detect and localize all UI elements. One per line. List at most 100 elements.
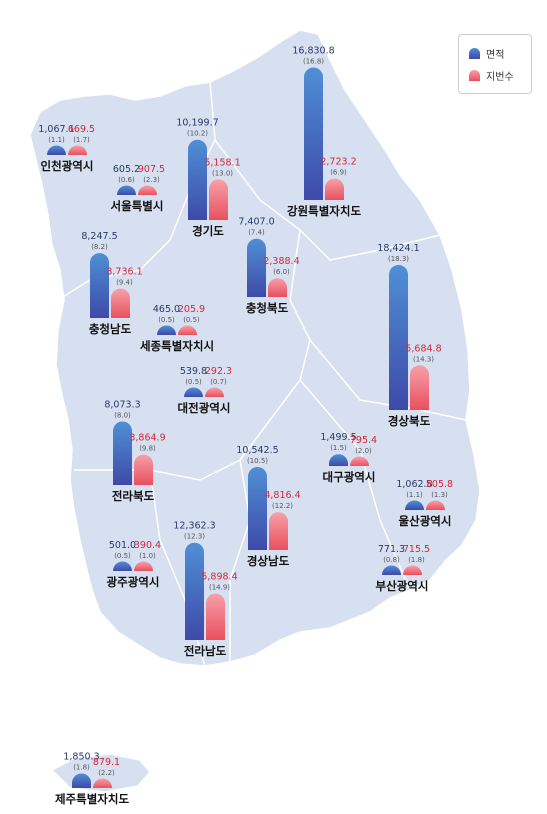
label-parcels-share-12: (1.3) xyxy=(431,491,448,499)
legend-parcels-label: 지번수 xyxy=(486,71,514,83)
category-label-7: 세종특별자치시 xyxy=(140,339,214,353)
label-area-share-13: (0.5) xyxy=(114,552,131,560)
bar-area-3 xyxy=(304,67,323,200)
label-area-share-9: (8.0) xyxy=(114,411,131,419)
label-parcels-value-3: 2,723.2 xyxy=(320,157,356,168)
label-parcels-value-2: 5,158.1 xyxy=(204,157,240,168)
label-parcels-share-5: (6.0) xyxy=(273,268,290,276)
label-area-value-2: 10,199.7 xyxy=(176,118,218,129)
label-parcels-value-5: 2,388.4 xyxy=(263,256,299,267)
label-parcels-value-16: 879.1 xyxy=(93,757,120,768)
category-label-2: 경기도 xyxy=(192,224,224,238)
label-area-share-1: (0.6) xyxy=(118,176,135,184)
label-parcels-share-13: (1.0) xyxy=(139,552,156,560)
bar-parcels-16 xyxy=(93,778,112,788)
label-area-share-12: (1.1) xyxy=(406,491,423,499)
bar-area-6 xyxy=(389,265,408,410)
bar-parcels-11 xyxy=(269,512,288,550)
label-parcels-share-4: (9.4) xyxy=(116,279,133,287)
label-area-value-0: 1,067.1 xyxy=(38,124,74,135)
label-parcels-share-2: (13.0) xyxy=(212,169,233,177)
label-parcels-share-9: (9.8) xyxy=(139,445,156,453)
label-area-value-7: 465.0 xyxy=(153,304,180,315)
label-parcels-share-0: (1.7) xyxy=(73,136,90,144)
legend: 면적 지번수 xyxy=(458,34,532,94)
label-area-value-11: 10,542.5 xyxy=(236,445,278,456)
watermark: 파이낸셜 대구경북 fndgnews.com xyxy=(408,764,533,798)
label-area-share-6: (18.3) xyxy=(388,255,409,263)
bar-parcels-10 xyxy=(350,456,369,466)
legend-item-area: 면적 xyxy=(469,45,504,61)
label-parcels-share-16: (2.2) xyxy=(98,769,115,777)
label-area-value-13: 501.0 xyxy=(109,540,136,551)
label-area-value-5: 7,407.0 xyxy=(238,217,274,228)
label-parcels-share-11: (12.2) xyxy=(272,502,293,510)
category-label-1: 서울특별시 xyxy=(111,199,164,213)
label-parcels-value-13: 390.4 xyxy=(134,540,161,551)
label-area-value-9: 8,073.3 xyxy=(104,399,140,410)
category-label-0: 인천광역시 xyxy=(41,159,94,173)
bar-parcels-3 xyxy=(325,178,344,200)
label-area-share-3: (16.8) xyxy=(303,58,324,66)
bar-parcels-8 xyxy=(205,387,224,397)
label-parcels-value-6: 5,684.8 xyxy=(405,343,441,354)
bar-area-16 xyxy=(72,773,91,788)
bar-area-0 xyxy=(47,145,66,155)
label-parcels-value-1: 907.5 xyxy=(138,164,165,175)
bar-parcels-9 xyxy=(134,454,153,485)
bar-area-9 xyxy=(113,421,132,485)
category-label-12: 울산광역시 xyxy=(399,514,452,528)
category-label-11: 경상남도 xyxy=(247,554,290,568)
bar-parcels-14 xyxy=(206,593,225,640)
watermark-url: fndgnews.com xyxy=(440,785,533,798)
category-label-15: 부산광역시 xyxy=(376,579,429,593)
bar-parcels-5 xyxy=(268,278,287,297)
label-parcels-value-8: 292.3 xyxy=(205,366,232,377)
label-area-value-6: 18,424.1 xyxy=(377,243,419,254)
label-area-share-14: (12.3) xyxy=(184,533,205,541)
watermark-title: 파이낸셜 대구경북 xyxy=(408,766,533,784)
label-area-value-4: 8,247.5 xyxy=(81,231,117,242)
bar-parcels-13 xyxy=(134,561,153,571)
label-area-value-12: 1,062.8 xyxy=(396,479,432,490)
label-area-share-2: (10.2) xyxy=(187,130,208,138)
bar-area-5 xyxy=(247,238,266,297)
category-label-9: 전라북도 xyxy=(112,489,155,503)
bar-area-14 xyxy=(185,542,204,640)
label-parcels-share-15: (1.8) xyxy=(408,556,425,564)
label-area-share-16: (1.8) xyxy=(73,763,90,771)
bar-parcels-2 xyxy=(209,179,228,220)
bar-area-12 xyxy=(405,500,424,510)
label-parcels-share-6: (14.3) xyxy=(413,355,434,363)
label-area-value-8: 539.8 xyxy=(180,366,207,377)
bar-parcels-15 xyxy=(403,565,422,575)
label-parcels-value-14: 5,898.4 xyxy=(201,572,237,583)
bar-parcels-6 xyxy=(410,365,429,410)
label-area-share-5: (7.4) xyxy=(248,229,265,237)
label-area-share-0: (1.1) xyxy=(48,136,65,144)
category-label-13: 광주광역시 xyxy=(107,575,160,589)
bar-parcels-12 xyxy=(426,500,445,510)
bar-area-4 xyxy=(90,253,109,318)
label-parcels-value-4: 3,736.1 xyxy=(106,267,142,278)
category-label-5: 충청북도 xyxy=(246,301,289,315)
category-label-8: 대전광역시 xyxy=(178,401,231,415)
label-area-value-10: 1,499.5 xyxy=(320,432,356,443)
label-area-value-1: 605.2 xyxy=(113,164,140,175)
label-parcels-share-7: (0.5) xyxy=(183,316,200,324)
bar-area-2 xyxy=(188,139,207,220)
label-parcels-share-1: (2.3) xyxy=(143,176,160,184)
label-parcels-share-14: (14.9) xyxy=(209,584,230,592)
label-parcels-value-7: 205.9 xyxy=(178,304,205,315)
category-label-16: 제주특별자치도 xyxy=(55,792,129,806)
label-parcels-share-3: (6.9) xyxy=(330,169,347,177)
bar-area-10 xyxy=(329,454,348,466)
label-area-value-3: 16,830.8 xyxy=(292,46,334,57)
legend-area-swatch xyxy=(469,47,480,59)
legend-area-label: 면적 xyxy=(486,49,505,61)
category-label-3: 강원특별자치도 xyxy=(287,204,361,218)
category-label-14: 전라남도 xyxy=(184,644,227,658)
bar-area-8 xyxy=(184,387,203,397)
label-area-share-10: (1.5) xyxy=(330,444,347,452)
